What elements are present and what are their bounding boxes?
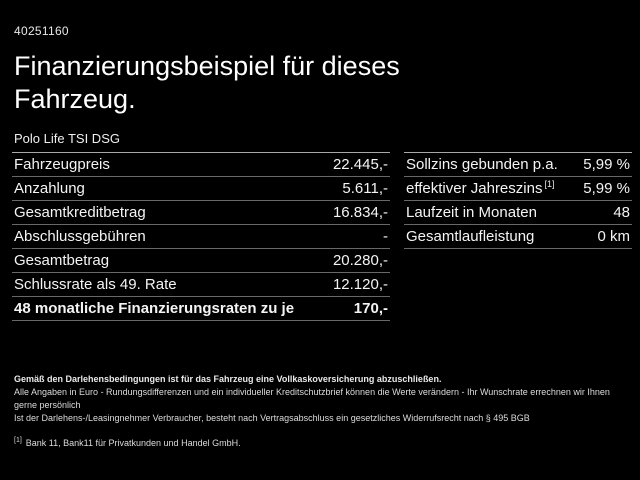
page-title-line1: Finanzierungsbeispiel für dieses <box>14 51 400 81</box>
table-row-schlussrate: Schlussrate als 49. Rate 12.120,- <box>12 273 390 297</box>
row-label: Schlussrate als 49. Rate <box>14 276 177 293</box>
fineprint: Gemäß den Darlehensbedingungen ist für d… <box>14 373 630 450</box>
row-label: Gesamtlaufleistung <box>406 228 535 245</box>
conditions-table: Sollzins gebunden p.a. 5,99 % effektiver… <box>404 152 632 249</box>
table-row-abschlussgebuehren: Abschlussgebühren - <box>12 225 390 249</box>
table-row-gesamtbetrag: Gesamtbetrag 20.280,- <box>12 249 390 273</box>
row-label: Sollzins gebunden p.a. <box>406 156 558 173</box>
row-label: Gesamtkreditbetrag <box>14 204 146 221</box>
finance-table: Fahrzeugpreis 22.445,- Anzahlung 5.611,-… <box>12 152 390 321</box>
table-row-sollzins: Sollzins gebunden p.a. 5,99 % <box>404 153 632 177</box>
row-label: Gesamtbetrag <box>14 252 110 269</box>
row-value: 22.445,- <box>332 156 388 173</box>
table-row-laufzeit: Laufzeit in Monaten 48 <box>404 201 632 225</box>
vehicle-id: 40251160 <box>14 24 69 38</box>
fineprint-withdrawal-note: Ist der Darlehens-/Leasingnehmer Verbrau… <box>14 413 530 423</box>
row-label: Laufzeit in Monaten <box>406 204 537 221</box>
row-value: 5,99 % <box>583 156 630 173</box>
table-row-gesamtlaufleistung: Gesamtlaufleistung 0 km <box>404 225 632 249</box>
row-value: 5.611,- <box>342 180 388 197</box>
row-value: 12.120,- <box>332 276 388 293</box>
row-value: 170,- <box>353 300 388 317</box>
bank-footnote: [1] Bank 11, Bank11 für Privatkunden und … <box>14 434 630 450</box>
footnote-ref-icon: [1] <box>544 179 555 189</box>
row-value: 5,99 % <box>583 180 630 197</box>
page-title-line2: Fahrzeug. <box>14 84 136 114</box>
table-row-anzahlung: Anzahlung 5.611,- <box>12 177 390 201</box>
row-label: Abschlussgebühren <box>14 228 146 245</box>
row-value: 48 <box>613 204 630 221</box>
row-label: Fahrzeugpreis <box>14 156 110 173</box>
row-label: effektiver Jahreszins [1] <box>406 179 555 198</box>
row-value: 16.834,- <box>332 204 388 221</box>
row-value: - <box>383 228 388 245</box>
vehicle-model-label: Polo Life TSI DSG <box>14 131 120 146</box>
table-row-gesamtkreditbetrag: Gesamtkreditbetrag 16.834,- <box>12 201 390 225</box>
table-row-effektiver-jahreszins: effektiver Jahreszins [1] 5,99 % <box>404 177 632 201</box>
row-label: 48 monatliche Finanzierungsraten zu je <box>14 300 295 317</box>
table-row-fahrzeugpreis: Fahrzeugpreis 22.445,- <box>12 153 390 177</box>
fineprint-disclaimer: Alle Angaben in Euro - Rundungsdifferenz… <box>14 387 610 410</box>
table-row-monatsrate: 48 monatliche Finanzierungsraten zu je 1… <box>12 297 390 321</box>
fineprint-insurance-note: Gemäß den Darlehensbedingungen ist für d… <box>14 374 442 384</box>
row-label: Anzahlung <box>14 180 85 197</box>
row-value: 20.280,- <box>332 252 388 269</box>
page-title: Finanzierungsbeispiel für dieses Fahrzeu… <box>14 50 400 116</box>
bank-footnote-text: Bank 11, Bank11 für Privatkunden und Han… <box>25 438 241 448</box>
row-value: 0 km <box>597 228 630 245</box>
footnote-marker: [1] <box>14 437 22 444</box>
